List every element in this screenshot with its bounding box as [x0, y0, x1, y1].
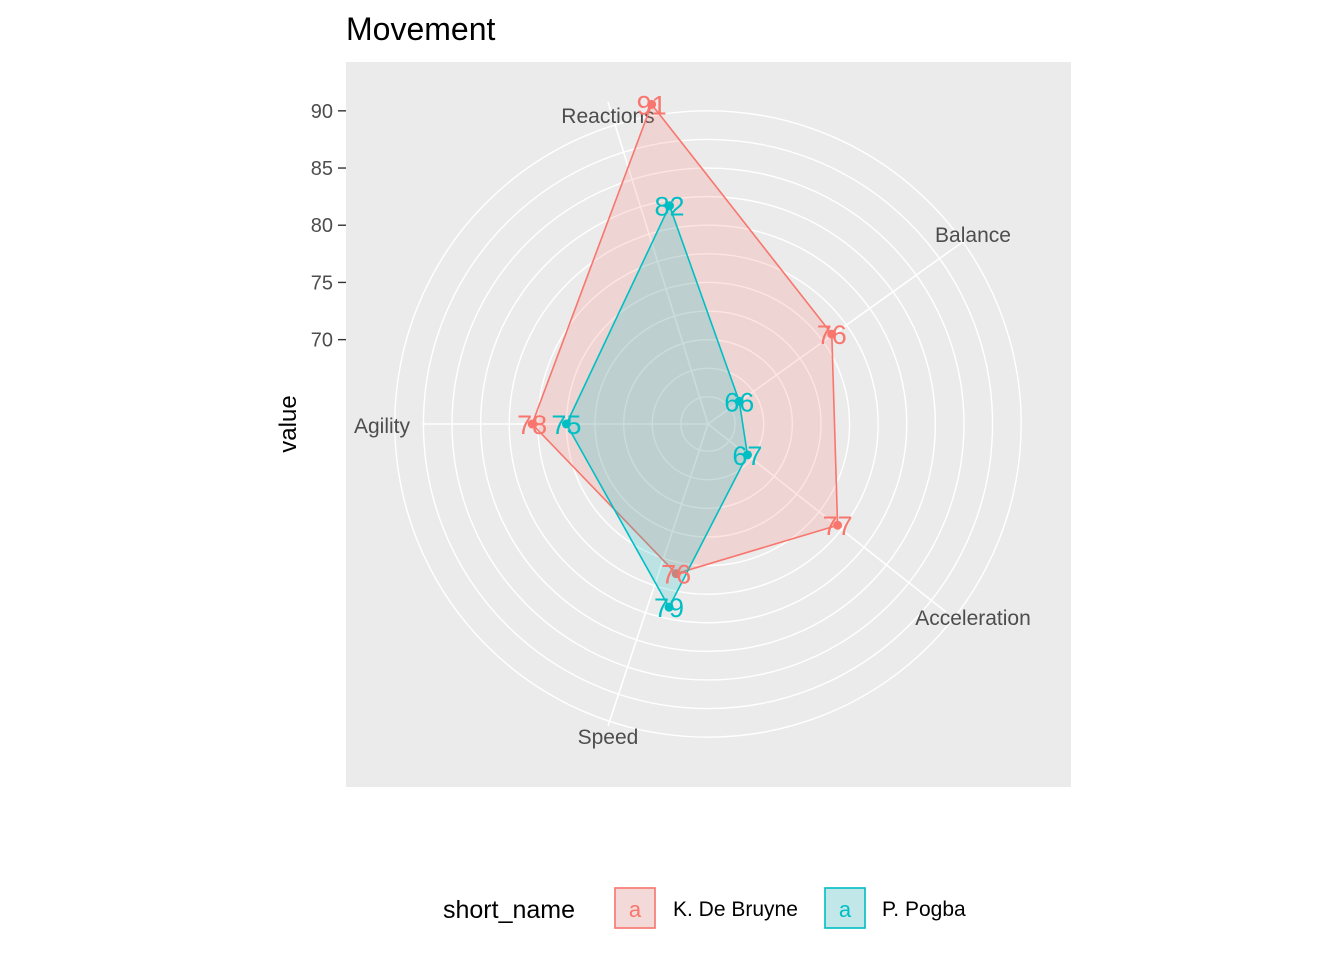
y-tick-label: 90: [311, 101, 333, 123]
legend-key-bg: [614, 887, 656, 929]
data-point: [647, 99, 657, 109]
legend-label: P. Pogba: [882, 898, 966, 921]
y-axis: 90 85 80 75 70: [311, 101, 346, 352]
series-area: [565, 203, 749, 609]
data-point: [742, 450, 752, 460]
value-label: 78: [517, 410, 547, 440]
data-point: [734, 396, 744, 406]
legend-key-bg: [824, 887, 866, 929]
legend-key: [614, 887, 656, 929]
category-label: Acceleration: [915, 607, 1031, 630]
data-point: [671, 569, 681, 579]
data-point: [827, 329, 837, 339]
legend: short_name a K. De Bruyne a P. Pogba: [443, 887, 966, 929]
value-label: 75: [551, 410, 581, 440]
spoke-line: [607, 101, 709, 425]
value-label: 77: [823, 511, 853, 541]
legend-title: short_name: [443, 896, 575, 924]
value-label: 79: [654, 593, 684, 623]
y-tick-label: 80: [311, 215, 333, 237]
data-point: [561, 419, 571, 429]
y-tick-label: 75: [311, 272, 333, 294]
y-axis-title: value: [275, 395, 302, 452]
legend-label: K. De Bruyne: [673, 898, 798, 921]
grid-circle: [394, 110, 1022, 738]
data-point: [833, 520, 843, 530]
value-label: 66: [724, 387, 754, 417]
value-label: 67: [732, 441, 762, 471]
value-label: 91: [637, 90, 667, 120]
series-area: [531, 102, 839, 575]
legend-key: [824, 887, 866, 929]
value-label: 76: [817, 320, 847, 350]
category-label: Speed: [578, 726, 639, 749]
legend-key-glyph: a: [839, 897, 852, 922]
value-label-layer: 91 76 77 76 78 82 66 67 79 75: [517, 90, 853, 623]
y-tick-label: 85: [311, 158, 333, 180]
value-label: 76: [661, 560, 691, 590]
grid-layer: Reactions Balance Acceleration Speed Agility: [354, 101, 1031, 749]
data-point: [664, 602, 674, 612]
legend-key-glyph: a: [629, 897, 642, 922]
y-tick-label: 70: [311, 330, 333, 352]
spoke-line: [607, 423, 709, 727]
category-label: Balance: [935, 224, 1011, 247]
value-label: 82: [654, 192, 684, 222]
category-label: Agility: [354, 415, 411, 438]
chart-title: Movement: [346, 11, 496, 47]
series-layer: [527, 99, 843, 612]
data-point: [527, 419, 537, 429]
data-point: [665, 201, 675, 211]
category-label: Reactions: [561, 105, 654, 128]
